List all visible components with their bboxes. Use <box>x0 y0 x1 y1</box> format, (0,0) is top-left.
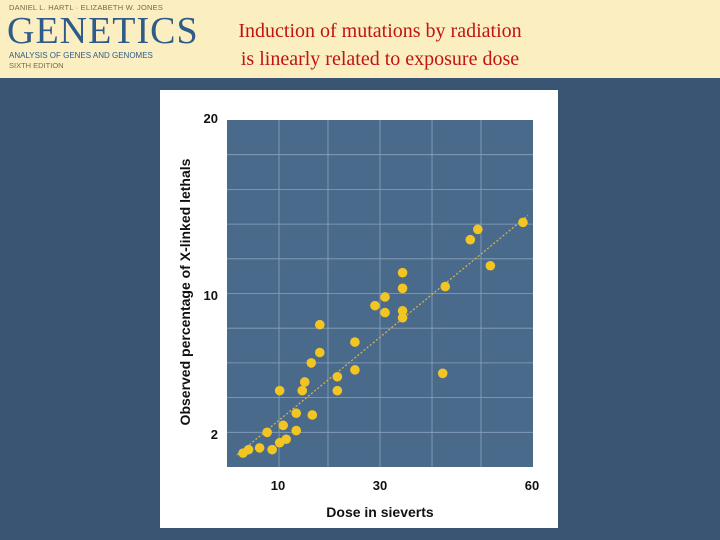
data-point <box>380 307 390 318</box>
data-point <box>465 234 476 245</box>
data-point <box>254 443 265 453</box>
y-tick-label: 2 <box>211 427 218 442</box>
y-axis-label: Observed percentage of X-linked lethals <box>177 158 193 425</box>
data-point <box>485 260 496 271</box>
genetics-book-logo: DANIEL L. HARTL · ELIZABETH W. JONES GEN… <box>7 3 198 75</box>
tick-labels: 2 10 20 10 30 60 <box>204 111 540 493</box>
data-point <box>437 368 448 379</box>
data-point <box>350 365 360 375</box>
data-point <box>397 283 408 294</box>
data-points <box>238 217 528 458</box>
data-point <box>397 267 408 278</box>
data-point <box>291 408 302 419</box>
data-point <box>332 385 343 396</box>
data-point <box>299 377 310 387</box>
slide-title-line-2: is linearly related to exposure dose <box>240 48 520 70</box>
logo-edition: SIXTH EDITION <box>9 61 64 70</box>
data-point <box>473 224 483 235</box>
data-point <box>332 371 343 382</box>
data-point <box>306 358 317 368</box>
data-point <box>262 427 272 438</box>
grid-lines <box>227 120 533 467</box>
data-point <box>291 425 302 436</box>
data-point <box>397 312 408 323</box>
scatter-chart: 2 10 20 10 30 60 Dose in sieverts Observ… <box>177 111 540 520</box>
logo-authors: DANIEL L. HARTL · ELIZABETH W. JONES <box>9 3 164 12</box>
trend-line <box>236 214 529 456</box>
logo-subtitle: ANALYSIS OF GENES AND GENOMES <box>9 51 153 60</box>
data-point <box>267 444 277 455</box>
data-point <box>274 385 285 396</box>
data-point <box>297 385 308 396</box>
data-point <box>440 281 451 292</box>
data-point <box>397 306 408 316</box>
slide-title: Induction of mutations by radiation is l… <box>190 17 570 73</box>
data-point <box>380 292 390 302</box>
data-point <box>243 444 254 455</box>
data-point <box>518 217 528 228</box>
logo-brand: GENETICS <box>7 10 199 52</box>
x-tick-label: 30 <box>373 478 387 493</box>
data-point <box>315 347 325 358</box>
data-point <box>370 300 380 311</box>
x-tick-label: 60 <box>525 478 539 493</box>
x-axis-label: Dose in sieverts <box>326 504 434 520</box>
y-tick-label: 10 <box>204 288 218 303</box>
slide-header: DANIEL L. HARTL · ELIZABETH W. JONES GEN… <box>0 0 720 78</box>
data-point <box>307 410 318 420</box>
y-tick-label: 20 <box>204 111 218 126</box>
data-point <box>315 319 325 330</box>
figure-panel: 2 10 20 10 30 60 Dose in sieverts Observ… <box>160 90 558 528</box>
slide-title-line-1: Induction of mutations by radiation <box>238 20 522 42</box>
x-tick-label: 10 <box>271 478 285 493</box>
data-point <box>281 434 291 445</box>
data-point <box>350 337 360 347</box>
data-point <box>278 420 288 431</box>
